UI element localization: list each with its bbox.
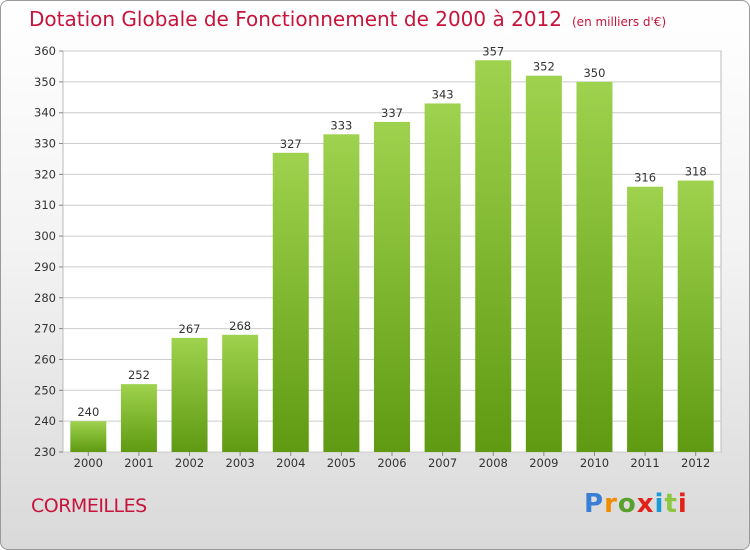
logo-letter: P	[584, 489, 605, 519]
chart-unit: (en milliers d'€)	[572, 15, 667, 29]
logo-letter: o	[617, 489, 637, 519]
labels: 240 252 267 268 327 333 337 343 357 352 350 316 318	[77, 44, 706, 419]
y-tick-label: 270	[34, 322, 56, 336]
value-label-2002: 267	[179, 322, 201, 336]
logo-letter: x	[636, 489, 655, 519]
bar-2009	[525, 75, 562, 452]
logo-letter: i	[677, 489, 688, 519]
y-tick-label: 290	[34, 260, 56, 274]
x-tick-label-2005: 2005	[327, 456, 356, 470]
y-tick-label: 240	[34, 414, 56, 428]
value-label-2001: 252	[128, 368, 150, 382]
value-label-2006: 337	[381, 106, 403, 120]
value-label-2011: 316	[634, 171, 656, 185]
x-tick-label-2001: 2001	[124, 456, 153, 470]
proxiti-logo: Proxiti	[584, 489, 688, 519]
bar-2003	[222, 334, 259, 452]
bars	[70, 60, 714, 453]
bar-2000	[70, 421, 107, 452]
bar-2008	[475, 60, 512, 452]
commune-name: CORMEILLES	[31, 495, 147, 517]
value-label-2010: 350	[583, 66, 605, 80]
x-tick-label-2004: 2004	[276, 456, 305, 470]
x-tick-label-2008: 2008	[479, 456, 508, 470]
y-tick-label: 280	[34, 291, 56, 305]
value-label-2005: 333	[330, 118, 352, 132]
value-label-2007: 343	[432, 87, 454, 101]
y-tick-label: 260	[34, 352, 56, 366]
value-label-2000: 240	[77, 405, 99, 419]
bar-2005	[323, 134, 360, 453]
logo-letter: r	[604, 489, 618, 519]
x-tick-label-2009: 2009	[529, 456, 558, 470]
axes: 230 240 250 260 270 280 290 300 310 320 330 340 350 3…	[34, 44, 710, 470]
x-tick-label-2012: 2012	[681, 456, 710, 470]
bar-2001	[120, 384, 157, 452]
x-tick-label-2000: 2000	[74, 456, 103, 470]
bar-2012	[677, 180, 714, 453]
value-label-2012: 318	[685, 165, 707, 179]
bar-2010	[576, 81, 613, 452]
y-tick-label: 230	[34, 445, 56, 459]
bar-2006	[374, 121, 410, 452]
x-tick-label-2002: 2002	[175, 456, 204, 470]
chart-title: Dotation Globale de Fonctionnement de 20…	[29, 7, 666, 31]
y-tick-label: 310	[34, 198, 56, 212]
x-tick-label-2010: 2010	[580, 456, 609, 470]
y-tick-label: 250	[34, 383, 56, 397]
value-label-2003: 268	[229, 319, 251, 333]
y-tick-label: 360	[34, 44, 56, 58]
logo-letter: i	[654, 489, 665, 519]
x-tick-label-2007: 2007	[428, 456, 457, 470]
bar-2002	[171, 337, 208, 452]
bar-2004	[272, 152, 309, 453]
x-tick-label-2003: 2003	[226, 456, 255, 470]
x-tick-label-2006: 2006	[377, 456, 406, 470]
value-label-2009: 352	[533, 60, 555, 74]
value-label-2008: 357	[482, 44, 504, 58]
logo-letter: t	[664, 489, 678, 519]
chart-title-text: Dotation Globale de Fonctionnement de 20…	[29, 7, 562, 31]
y-tick-label: 300	[34, 229, 56, 243]
y-tick-label: 330	[34, 137, 56, 151]
y-tick-label: 320	[34, 167, 56, 181]
x-tick-label-2011: 2011	[630, 456, 659, 470]
y-tick-label: 350	[34, 75, 56, 89]
bar-2011	[627, 186, 664, 452]
bar-2007	[424, 103, 461, 452]
value-label-2004: 327	[280, 137, 302, 151]
y-tick-label: 340	[34, 106, 56, 120]
